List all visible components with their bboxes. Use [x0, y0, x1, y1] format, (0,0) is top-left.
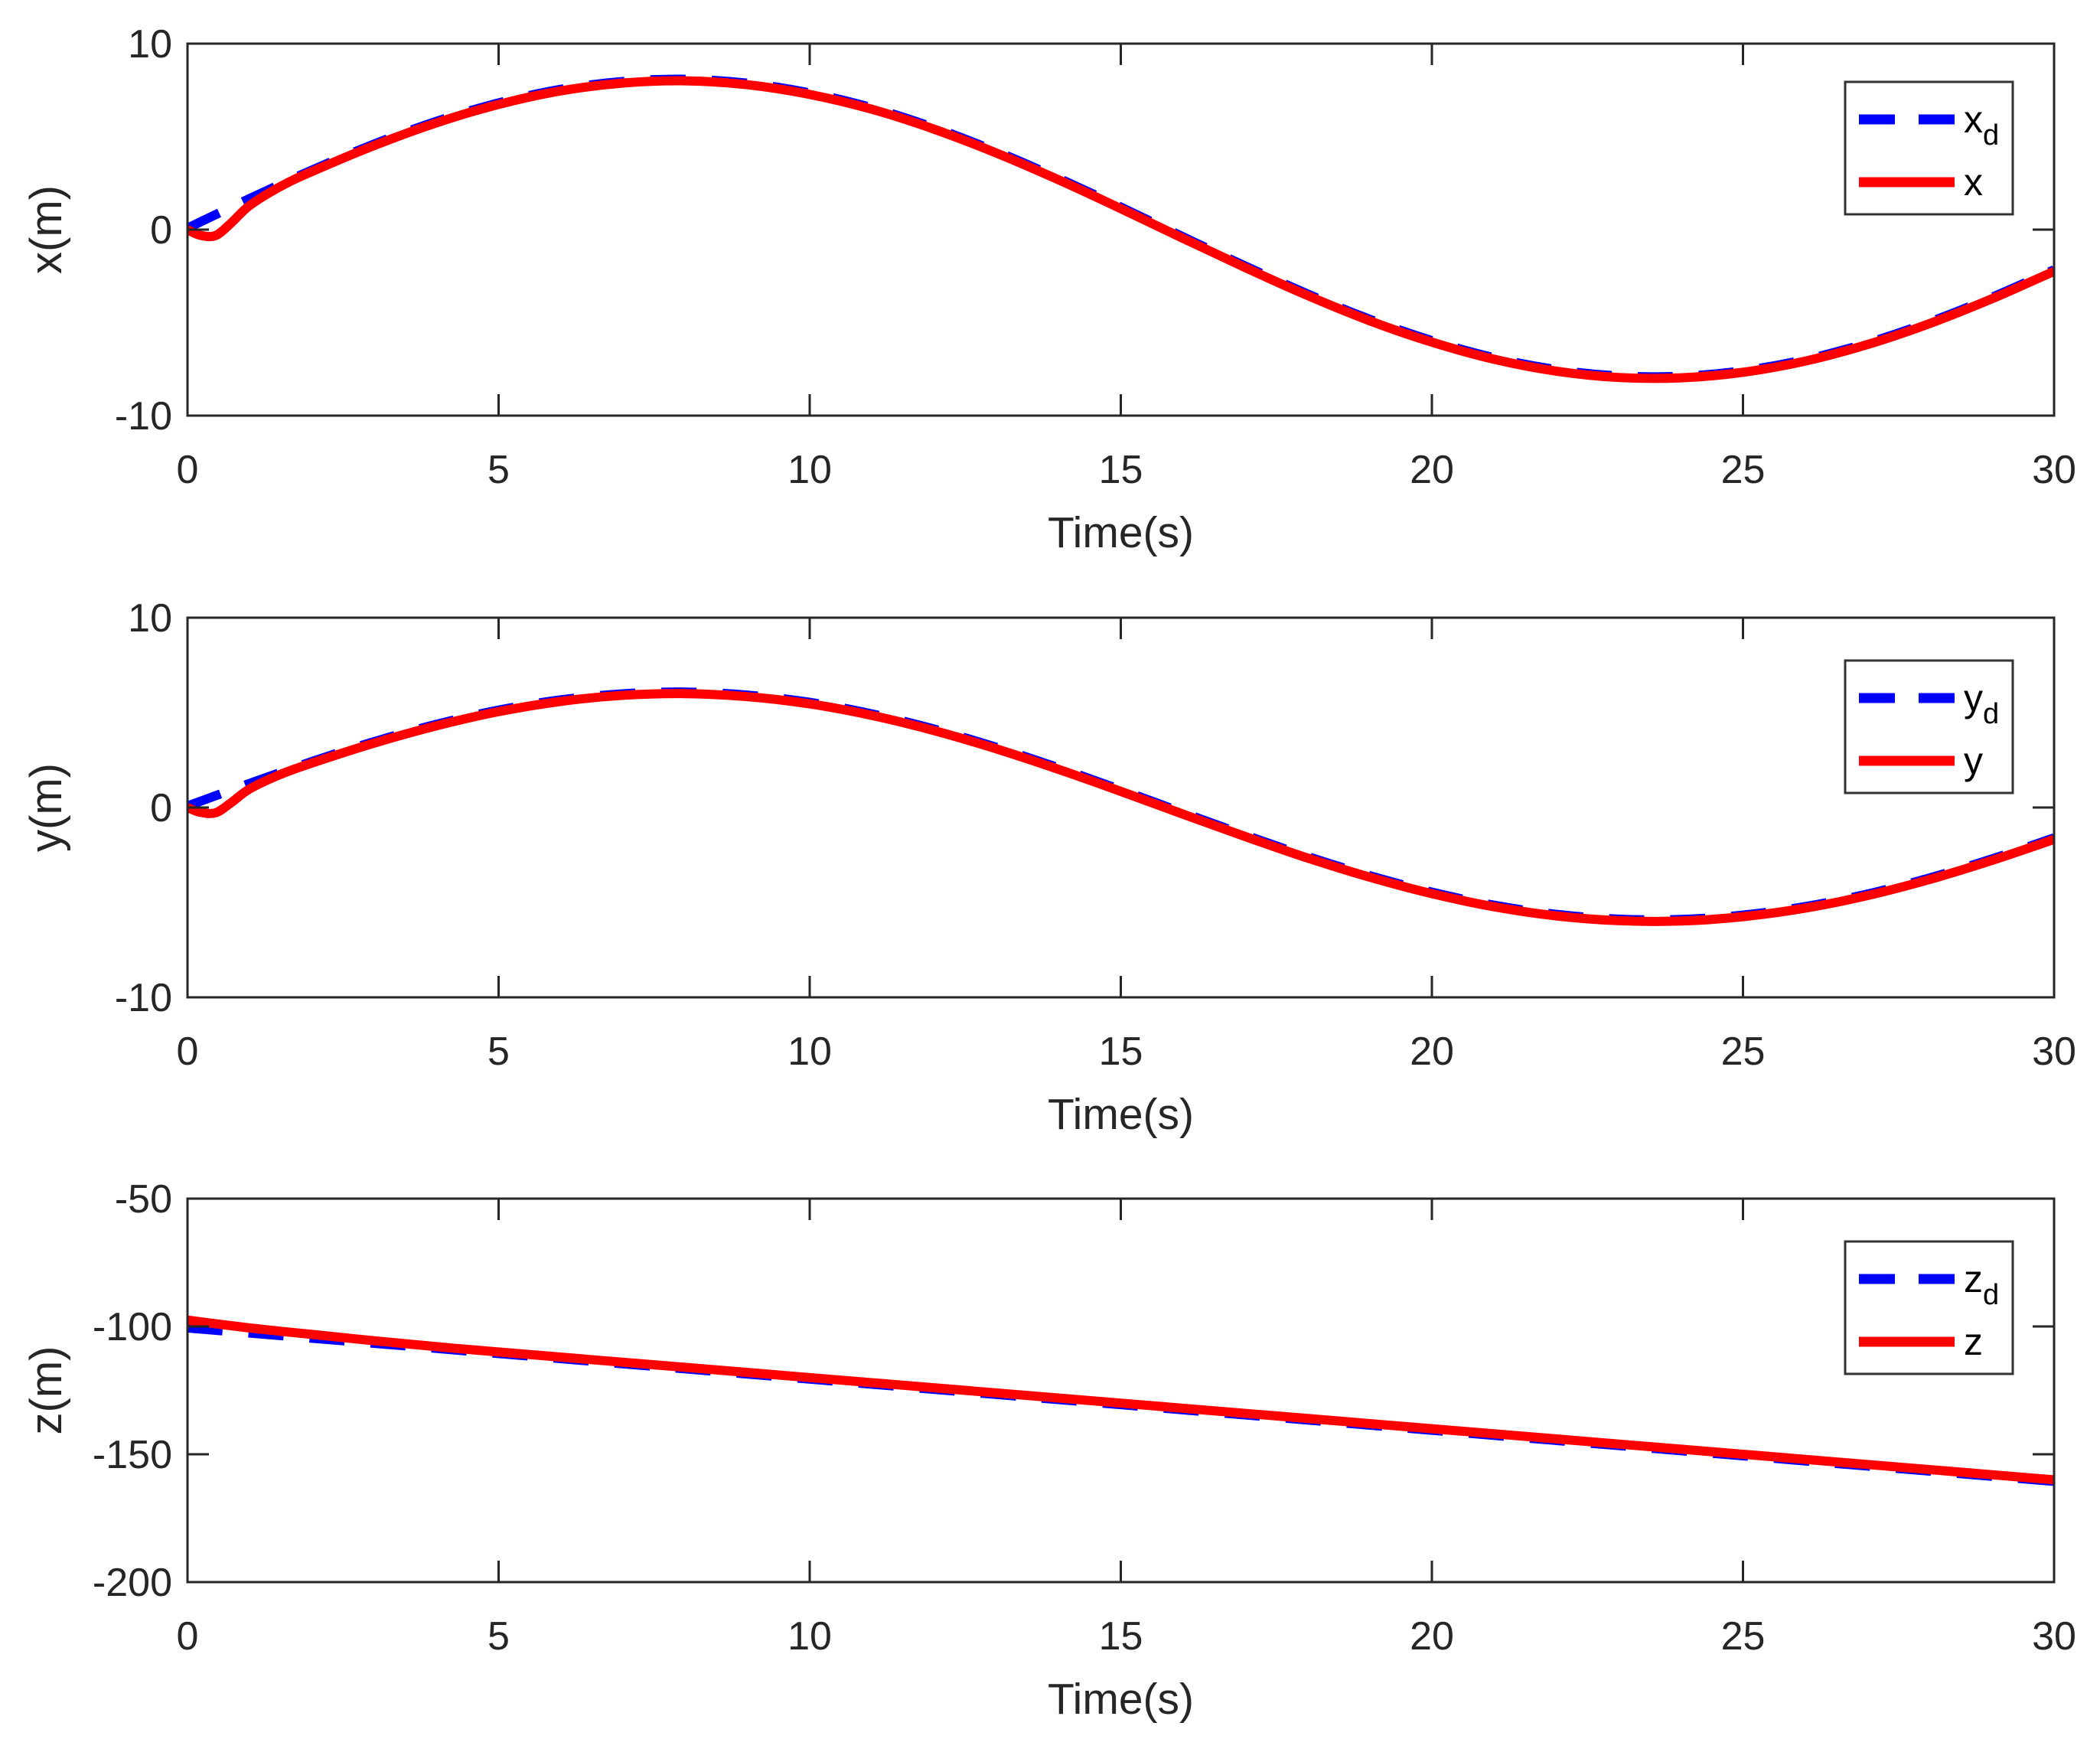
x-axis-label: Time(s) — [1048, 1675, 1194, 1724]
x-tick-label: 20 — [1410, 1614, 1454, 1659]
x-tick-label: 20 — [1410, 448, 1454, 492]
x-axis-label: Time(s) — [1048, 508, 1194, 557]
x-tick-label: 0 — [177, 448, 199, 492]
y-axis-label: y(m) — [21, 763, 71, 852]
legend-label: yd — [1964, 677, 1999, 730]
y-tick-label: 0 — [150, 786, 172, 830]
x-tick-label: 5 — [488, 1614, 510, 1659]
y-tick-label: 10 — [128, 596, 172, 641]
x-tick-label: 30 — [2032, 1614, 2076, 1659]
x-tick-label: 15 — [1099, 1029, 1143, 1074]
legend-label: x — [1964, 161, 1983, 204]
y-tick-label: -200 — [93, 1561, 172, 1605]
curve-y_d-dashed — [188, 687, 2054, 925]
curve-x-solid — [188, 76, 2054, 383]
y-axis-label: x(m) — [21, 185, 71, 274]
x-tick-label: 10 — [788, 448, 832, 492]
legend-label: xd — [1964, 98, 1999, 152]
legend-label: y — [1964, 739, 1983, 782]
curve-x_d-dashed — [188, 74, 2054, 382]
y-tick-label: -50 — [115, 1177, 172, 1222]
x-axis-label: Time(s) — [1048, 1090, 1194, 1139]
x-tick-label: 5 — [488, 1029, 510, 1074]
x-tick-label: 25 — [1721, 1614, 1766, 1659]
x-tick-label: 30 — [2032, 1029, 2076, 1074]
curve-y-solid — [188, 689, 2054, 926]
x-tick-label: 0 — [177, 1029, 199, 1074]
x-tick-label: 15 — [1099, 448, 1143, 492]
x-tick-label: 25 — [1721, 1029, 1766, 1074]
y-tick-label: -150 — [93, 1433, 172, 1477]
plot-box — [186, 1197, 2056, 1584]
x-tick-label: 0 — [177, 1614, 199, 1659]
plot-box — [186, 42, 2056, 417]
legend-label: z — [1964, 1320, 1983, 1363]
y-tick-label: -100 — [93, 1305, 172, 1349]
x-tick-label: 15 — [1099, 1614, 1143, 1659]
y-axis-label: z(m) — [21, 1346, 71, 1435]
subplot-z: 0 5 10 15 20 25 30 -50 -100 -150 -200 Time(s) z(m) zd… — [21, 1177, 2076, 1724]
legend-box — [1844, 80, 2014, 216]
x-tick-label: 10 — [788, 1614, 832, 1659]
x-tick-label: 10 — [788, 1029, 832, 1074]
x-tick-label: 20 — [1410, 1029, 1454, 1074]
plot-box — [186, 616, 2056, 999]
curve-z-solid — [188, 1315, 2054, 1485]
legend-box — [1844, 659, 2014, 794]
x-tick-label: 5 — [488, 448, 510, 492]
legend-box — [1844, 1240, 2014, 1375]
y-tick-label: 0 — [150, 208, 172, 253]
legend-label: zd — [1964, 1258, 1999, 1311]
y-tick-label: -10 — [115, 976, 172, 1020]
y-tick-label: -10 — [115, 394, 172, 439]
x-tick-label: 25 — [1721, 448, 1766, 492]
y-tick-label: 10 — [128, 22, 172, 67]
x-tick-label: 30 — [2032, 448, 2076, 492]
